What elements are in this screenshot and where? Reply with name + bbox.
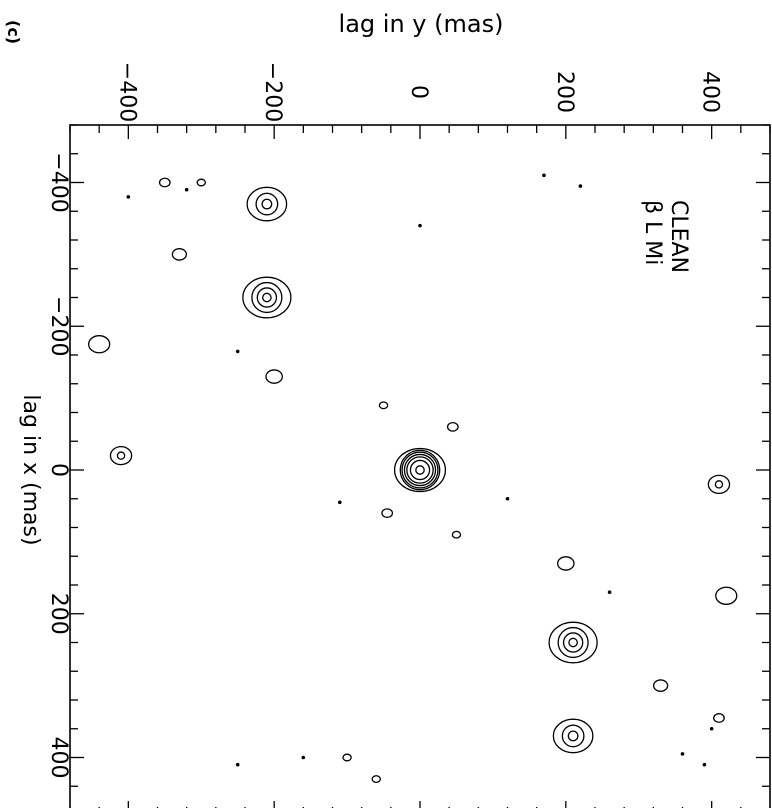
companion-upper-contour	[548, 621, 598, 664]
x-tick-label: 0	[46, 463, 71, 477]
noise-dot	[578, 184, 583, 188]
blob-right-edge-contour	[707, 474, 731, 494]
central-peak-contour	[399, 449, 441, 491]
central-peak-contour	[406, 456, 434, 484]
y-tick-label: −200	[260, 62, 285, 122]
central-peak-contour	[401, 451, 439, 489]
noise-dot	[702, 762, 707, 767]
noise-dot	[542, 173, 546, 178]
companion-upper-far-contour	[552, 718, 594, 754]
noise-contour	[446, 421, 459, 432]
noise-contour	[158, 177, 171, 188]
noise-contour	[265, 369, 283, 384]
central-peak-contour	[393, 447, 447, 493]
noise-contour	[342, 753, 352, 762]
central-peak-contour	[409, 459, 431, 481]
x-tick-label: 200	[46, 593, 71, 635]
x-axis-label: lag in x (mas)	[18, 394, 43, 545]
noise-dot	[301, 755, 306, 760]
companion-lower-contour	[262, 292, 272, 303]
x-tick-label: −400	[46, 152, 71, 212]
noise-contour	[378, 401, 389, 410]
noise-dot	[126, 195, 131, 199]
noise-dot	[607, 590, 612, 594]
noise-dot	[337, 500, 342, 505]
y-tick-label: 400	[698, 71, 723, 113]
noise-contour	[652, 679, 669, 692]
y-tick-labels: −400 −200 0 200 400	[114, 62, 722, 122]
companion-lower-far-contour	[255, 192, 279, 216]
central-peak-contour	[403, 453, 437, 487]
noise-contour	[451, 530, 462, 539]
noise-contour	[88, 335, 111, 354]
companion-lower-contour	[256, 287, 278, 308]
noise-contour	[196, 178, 206, 187]
noise-dot	[418, 223, 422, 228]
noise-contour	[713, 713, 725, 723]
noise-dot	[235, 762, 240, 767]
contours	[88, 173, 738, 784]
companion-upper-far-contour	[567, 730, 579, 742]
x-tick-labels: −400 −200 0 200 400	[46, 152, 71, 778]
noise-contour	[715, 586, 738, 605]
noise-dot	[235, 349, 240, 354]
plot-subtitle: CLEAN	[666, 200, 691, 273]
companion-upper-contour	[568, 637, 578, 648]
y-tick-label: 200	[552, 71, 577, 113]
companion-upper-contour	[557, 626, 589, 659]
noise-contour	[557, 556, 575, 571]
noise-dot	[680, 752, 685, 756]
axis-ticks	[69, 124, 771, 808]
companion-upper-far-contour	[561, 724, 585, 748]
companion-lower-contour	[242, 276, 292, 319]
companion-lower-contour	[251, 281, 283, 314]
plot-title: β L Mi	[640, 200, 665, 265]
y-tick-label: −400	[114, 62, 139, 122]
blob-left-edge-contour	[116, 451, 126, 460]
companion-lower-far-contour	[246, 186, 288, 222]
central-peak-contour	[415, 465, 425, 475]
noise-contour	[381, 508, 394, 519]
noise-contour	[171, 248, 188, 261]
noise-dot	[709, 726, 714, 731]
noise-contour	[371, 775, 381, 784]
noise-dot	[184, 187, 189, 192]
companion-lower-far-contour	[261, 198, 273, 210]
blob-right-edge-contour	[714, 480, 724, 489]
panel-label: (c)	[4, 20, 23, 44]
companion-upper-contour	[562, 632, 584, 653]
x-tick-label: −200	[46, 296, 71, 356]
blob-left-edge-contour	[109, 446, 133, 466]
y-axis-label: lag in y (mas)	[339, 10, 504, 38]
noise-dot	[505, 496, 510, 501]
y-tick-label: 0	[406, 85, 431, 99]
x-tick-label: 400	[46, 737, 71, 779]
